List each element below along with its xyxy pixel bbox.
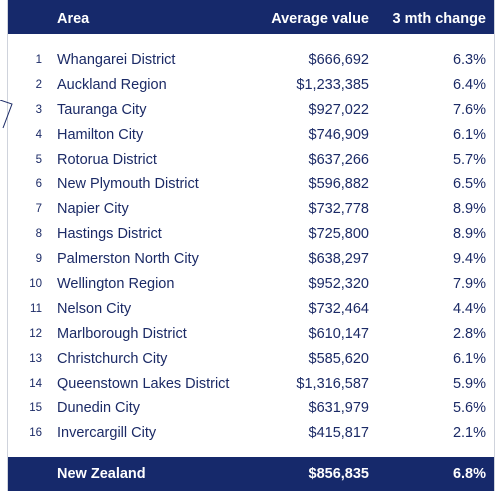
table-row: 5 Rotorua District $637,266 5.7% <box>8 148 494 173</box>
table-row: 4 Hamilton City $746,909 6.1% <box>8 123 494 148</box>
row-change: 2.1% <box>452 425 486 442</box>
row-average-value: $631,979 <box>308 400 369 417</box>
row-area: Invercargill City <box>57 425 157 442</box>
row-number: 3 <box>35 103 42 116</box>
row-change: 4.4% <box>452 300 486 317</box>
table-header: Area Average value 3 mth change <box>8 0 494 34</box>
row-area: Dunedin City <box>57 400 141 417</box>
row-number: 15 <box>29 402 42 415</box>
row-average-value: $1,316,587 <box>296 375 369 392</box>
row-change: 5.6% <box>452 400 486 417</box>
row-area: Marlborough District <box>57 325 187 342</box>
row-change: 6.3% <box>452 52 486 68</box>
row-average-value: $732,464 <box>308 300 369 317</box>
row-area: Whangarei District <box>57 52 176 68</box>
table-row: 15 Dunedin City $631,979 5.6% <box>8 396 494 421</box>
value-table: Area Average value 3 mth change 1 Whangar… <box>7 0 495 491</box>
table-footer-total: New Zealand $856,835 6.8% <box>8 457 494 491</box>
total-area-label: New Zealand <box>57 466 146 482</box>
table-row: 10 Wellington Region $952,320 7.9% <box>8 272 494 297</box>
row-number: 11 <box>30 302 42 315</box>
row-number: 4 <box>35 128 42 141</box>
row-change: 2.8% <box>452 325 486 342</box>
table-row: 7 Napier City $732,778 8.9% <box>8 197 494 222</box>
row-change: 5.9% <box>452 375 486 392</box>
row-average-value: $725,800 <box>308 226 369 243</box>
table-row: 2 Auckland Region $1,233,385 6.4% <box>8 73 494 98</box>
row-area: New Plymouth District <box>57 176 199 193</box>
row-average-value: $610,147 <box>308 325 369 342</box>
row-average-value: $666,692 <box>308 52 369 68</box>
row-average-value: $927,022 <box>308 101 369 118</box>
row-number: 7 <box>35 203 42 216</box>
row-area: Auckland Region <box>57 76 167 93</box>
total-change: 6.8% <box>452 466 486 482</box>
row-change: 7.6% <box>452 101 486 118</box>
row-area: Hastings District <box>57 226 162 243</box>
row-average-value: $732,778 <box>308 201 369 218</box>
table-row: 9 Palmerston North City $638,297 9.4% <box>8 247 494 272</box>
row-number: 6 <box>35 178 42 191</box>
callout-pointer <box>0 100 13 129</box>
table-row: 16 Invercargill City $415,817 2.1% <box>8 421 494 446</box>
row-number: 16 <box>29 427 42 440</box>
row-average-value: $952,320 <box>308 276 369 293</box>
row-average-value: $1,233,385 <box>296 76 369 93</box>
table-row: 13 Christchurch City $585,620 6.1% <box>8 347 494 372</box>
row-area: Nelson City <box>57 300 132 317</box>
row-number: 13 <box>29 352 42 365</box>
row-change: 7.9% <box>452 276 486 293</box>
row-change: 6.1% <box>452 350 486 367</box>
row-number: 12 <box>29 327 42 340</box>
row-number: 8 <box>35 228 42 241</box>
table-row: 11 Nelson City $732,464 4.4% <box>8 297 494 322</box>
row-number: 2 <box>35 78 42 91</box>
row-area: Christchurch City <box>57 350 168 367</box>
table-row: 1 Whangarei District $666,692 6.3% <box>8 48 494 73</box>
row-change: 8.9% <box>452 201 486 218</box>
row-area: Queenstown Lakes District <box>57 375 230 392</box>
table-row: 8 Hastings District $725,800 8.9% <box>8 222 494 247</box>
row-area: Palmerston North City <box>57 251 199 268</box>
row-number: 9 <box>35 253 42 266</box>
row-number: 14 <box>29 377 42 390</box>
table-body: 1 Whangarei District $666,692 6.3% 2 Auckland… <box>8 48 494 446</box>
table-row: 6 New Plymouth District $596,882 6.5% <box>8 172 494 197</box>
row-change: 8.9% <box>452 226 486 243</box>
column-header-area: Area <box>57 11 90 27</box>
row-average-value: $415,817 <box>308 425 369 442</box>
row-average-value: $637,266 <box>308 151 369 168</box>
row-number: 10 <box>29 278 42 291</box>
column-header-average-value: Average value <box>271 11 369 27</box>
row-average-value: $638,297 <box>308 251 369 268</box>
row-change: 6.4% <box>452 76 486 93</box>
row-area: Rotorua District <box>57 151 157 168</box>
row-average-value: $585,620 <box>308 350 369 367</box>
table-row: 14 Queenstown Lakes District $1,316,587 5.9… <box>8 372 494 397</box>
row-average-value: $746,909 <box>308 126 369 143</box>
table-row: 12 Marlborough District $610,147 2.8% <box>8 322 494 347</box>
row-number: 5 <box>35 153 42 166</box>
column-header-change: 3 mth change <box>392 11 486 27</box>
row-change: 5.7% <box>452 151 486 168</box>
table-row: 3 Tauranga City $927,022 7.6% <box>8 98 494 123</box>
row-area: Tauranga City <box>57 101 147 118</box>
row-area: Hamilton City <box>57 126 144 143</box>
row-change: 6.5% <box>452 176 486 193</box>
row-change: 6.1% <box>452 126 486 143</box>
row-change: 9.4% <box>452 251 486 268</box>
row-average-value: $596,882 <box>308 176 369 193</box>
row-area: Napier City <box>57 201 129 218</box>
row-area: Wellington Region <box>57 276 175 293</box>
row-number: 1 <box>35 54 42 66</box>
total-average-value: $856,835 <box>308 466 369 482</box>
